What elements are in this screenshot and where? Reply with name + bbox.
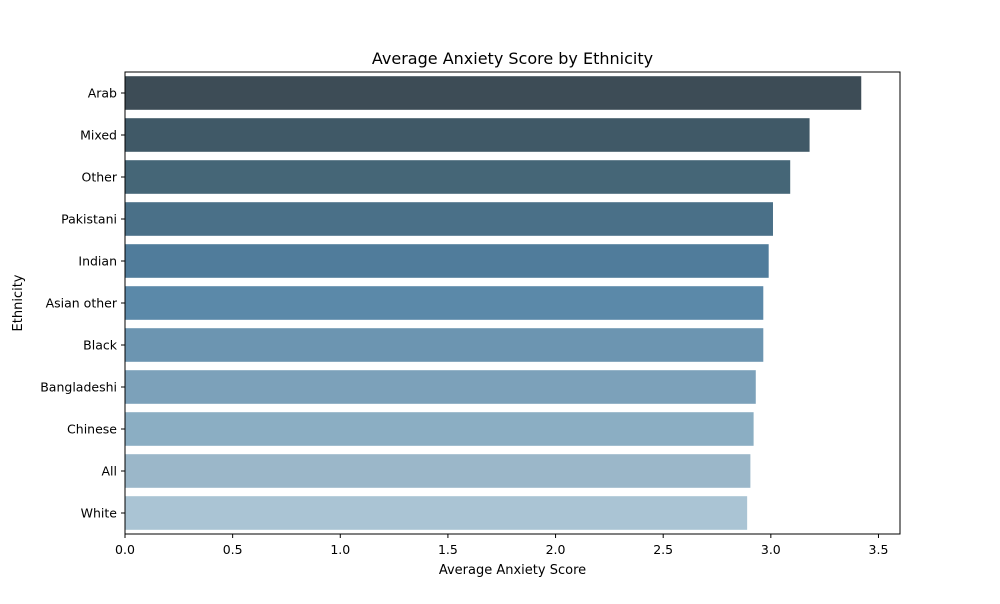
bar (125, 160, 791, 194)
bar (125, 412, 754, 446)
bar (125, 76, 862, 110)
x-tick-label: 1.0 (330, 542, 350, 557)
x-tick-label: 2.5 (653, 542, 673, 557)
x-tick-label: 3.5 (869, 542, 889, 557)
bars-group (125, 76, 862, 530)
bar (125, 328, 764, 362)
x-axis-label: Average Anxiety Score (439, 563, 586, 578)
bar (125, 118, 810, 152)
y-tick-label: Asian other (46, 296, 118, 311)
bar (125, 370, 756, 404)
y-tick-label: Indian (78, 254, 117, 269)
x-tick-label: 1.5 (438, 542, 458, 557)
bar (125, 454, 751, 488)
chart-title: Average Anxiety Score by Ethnicity (372, 49, 653, 68)
y-tick-label: Other (82, 170, 118, 185)
y-tick-label: Arab (88, 86, 117, 101)
y-tick-label: Black (83, 338, 118, 353)
y-tick-label: Chinese (67, 422, 117, 437)
bar (125, 286, 764, 320)
bar (125, 202, 773, 236)
x-tick-label: 0.0 (115, 542, 135, 557)
y-tick-label: Pakistani (61, 212, 117, 227)
y-axis-label: Ethnicity (11, 274, 26, 331)
y-tick-label: Bangladeshi (40, 380, 117, 395)
plot-frame (124, 71, 901, 535)
y-tick-label: Mixed (80, 128, 117, 143)
y-axis-ticks: Arab Mixed Other Pakistani Indian Asian othe… (40, 86, 125, 521)
x-tick-label: 2.0 (546, 542, 566, 557)
bar (125, 244, 769, 278)
y-tick-label: White (81, 506, 118, 521)
x-axis-ticks: 0.0 0.5 1.0 1.5 2.0 2.5 3.0 3.5 (115, 534, 888, 557)
bar (125, 496, 748, 530)
y-tick-label: All (102, 464, 118, 479)
x-tick-label: 0.5 (223, 542, 243, 557)
x-tick-label: 3.0 (761, 542, 781, 557)
